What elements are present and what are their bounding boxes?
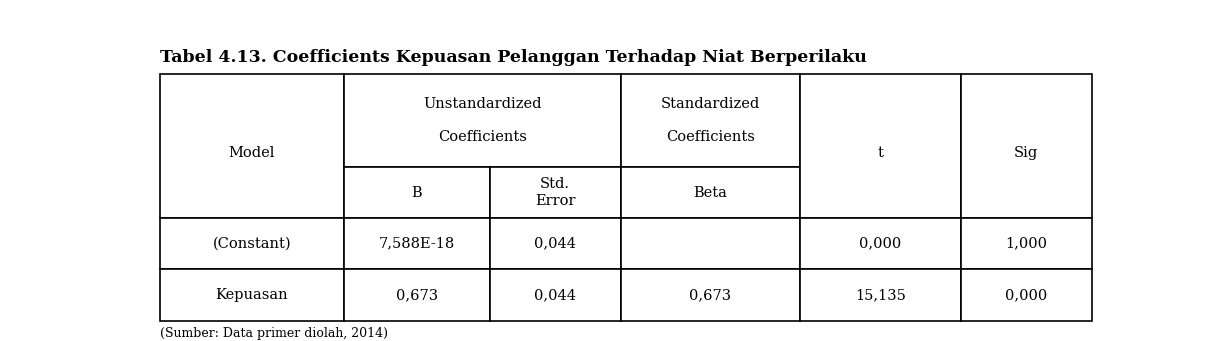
Bar [620, 167, 800, 218]
Bar [490, 167, 620, 218]
Text: 0,044: 0,044 [534, 237, 576, 251]
Text: 0,673: 0,673 [395, 288, 438, 302]
Text: Standardized

Coefficients: Standardized Coefficients [660, 97, 760, 144]
Text: Unstandardized

Coefficients: Unstandardized Coefficients [423, 97, 541, 144]
Text: Model: Model [229, 146, 275, 160]
Text: 0,000: 0,000 [860, 237, 901, 251]
Text: Std.
Error: Std. Error [535, 177, 575, 208]
Bar [620, 74, 800, 167]
Bar [800, 218, 961, 269]
Bar [344, 167, 490, 218]
Bar [159, 74, 344, 218]
Bar [961, 74, 1092, 218]
Bar [800, 269, 961, 321]
Bar [490, 269, 620, 321]
Text: B: B [411, 186, 422, 199]
Bar [800, 74, 961, 218]
Bar [961, 269, 1092, 321]
Bar [344, 74, 620, 167]
Text: (Constant): (Constant) [213, 237, 291, 251]
Text: Kepuasan: Kepuasan [215, 288, 288, 302]
Bar [159, 218, 344, 269]
Text: Sig: Sig [1014, 146, 1038, 160]
Text: (Sumber: Data primer diolah, 2014): (Sumber: Data primer diolah, 2014) [159, 327, 388, 340]
Text: 0,000: 0,000 [1004, 288, 1047, 302]
Bar [159, 269, 344, 321]
Text: 1,000: 1,000 [1006, 237, 1047, 251]
Text: 0,673: 0,673 [689, 288, 732, 302]
Text: Beta: Beta [693, 186, 727, 199]
Text: t: t [878, 146, 883, 160]
Bar [344, 269, 490, 321]
Bar [961, 218, 1092, 269]
Text: 7,588E-18: 7,588E-18 [378, 237, 455, 251]
Bar [620, 269, 800, 321]
Bar [344, 218, 490, 269]
Bar [490, 218, 620, 269]
Text: 15,135: 15,135 [855, 288, 906, 302]
Bar [620, 218, 800, 269]
Text: Tabel 4.13. Coefficients Kepuasan Pelanggan Terhadap Niat Berperilaku: Tabel 4.13. Coefficients Kepuasan Pelang… [159, 49, 867, 66]
Text: 0,044: 0,044 [534, 288, 576, 302]
